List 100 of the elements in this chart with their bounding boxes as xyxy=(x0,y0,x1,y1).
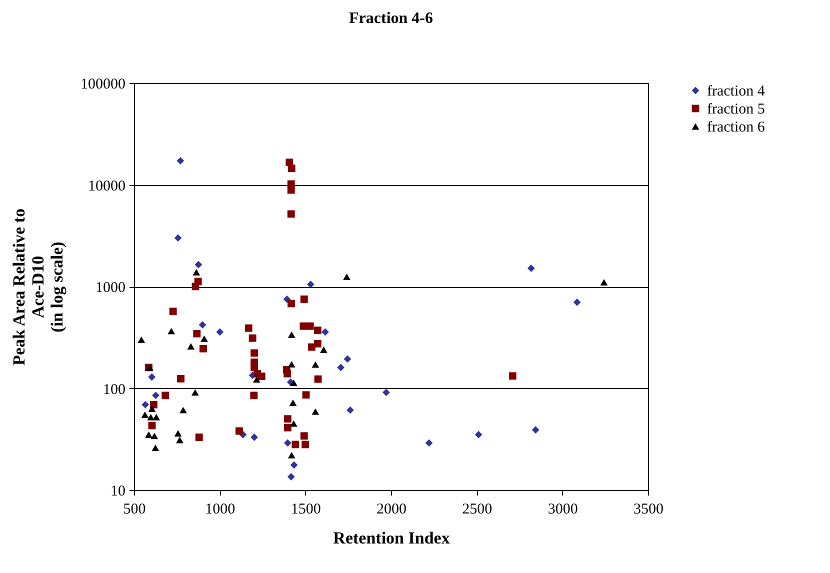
y-tick-label: 10000 xyxy=(88,178,126,194)
y-tick-label: 1000 xyxy=(96,280,126,296)
point xyxy=(216,328,224,336)
point xyxy=(177,375,184,382)
point xyxy=(244,324,252,332)
point xyxy=(302,391,310,399)
point xyxy=(302,440,310,448)
point xyxy=(187,343,195,350)
point xyxy=(300,432,308,440)
point xyxy=(176,157,184,164)
point xyxy=(152,414,160,420)
point xyxy=(288,300,295,308)
point xyxy=(314,340,322,348)
point xyxy=(314,326,322,334)
point xyxy=(290,461,298,469)
point xyxy=(290,380,298,386)
point xyxy=(320,346,328,353)
point xyxy=(300,296,308,303)
point xyxy=(148,405,156,412)
point xyxy=(150,400,158,408)
point xyxy=(147,414,154,420)
point xyxy=(382,388,390,396)
point xyxy=(306,280,314,288)
x-tick-label: 3500 xyxy=(634,502,664,518)
point xyxy=(194,260,202,268)
y-tick-label: 100 xyxy=(103,382,126,398)
point xyxy=(198,321,206,329)
point xyxy=(346,406,354,414)
point xyxy=(287,210,295,218)
point xyxy=(288,331,296,338)
point xyxy=(176,436,184,444)
point xyxy=(287,186,295,194)
point xyxy=(344,355,352,363)
point xyxy=(284,439,292,447)
legend-label: fraction 6 xyxy=(707,120,766,136)
point xyxy=(306,322,314,330)
point xyxy=(200,335,208,342)
legend-label: fraction 4 xyxy=(707,84,766,100)
point xyxy=(141,411,149,418)
point xyxy=(337,364,345,372)
point xyxy=(200,344,207,352)
point xyxy=(290,420,298,427)
point xyxy=(288,452,296,458)
point xyxy=(145,431,152,438)
point xyxy=(250,349,258,357)
point xyxy=(252,376,260,383)
point xyxy=(191,389,199,396)
point xyxy=(152,444,160,451)
x-tick-label: 1000 xyxy=(205,502,236,518)
point xyxy=(152,392,160,400)
point xyxy=(322,328,329,336)
point xyxy=(288,164,296,172)
point xyxy=(248,334,256,342)
point xyxy=(288,361,296,368)
point xyxy=(148,422,156,430)
x-tick-label: 1500 xyxy=(290,502,321,518)
chart-title: Fraction 4-6 xyxy=(349,10,433,27)
point xyxy=(142,400,150,408)
point xyxy=(312,361,320,368)
point xyxy=(474,430,482,438)
point xyxy=(235,427,243,435)
point xyxy=(573,298,581,306)
x-tick-label: 500 xyxy=(123,502,146,518)
point xyxy=(532,426,540,434)
point xyxy=(169,308,177,316)
point xyxy=(162,392,170,400)
point xyxy=(193,330,201,338)
y-axis-title: Peak Area Relative to Ace-D10 (in log scale) xyxy=(10,208,66,366)
point xyxy=(195,434,203,441)
point xyxy=(284,370,292,378)
point xyxy=(150,432,158,440)
point xyxy=(292,440,300,448)
point xyxy=(284,424,292,432)
point xyxy=(343,274,351,280)
point xyxy=(138,336,146,343)
point xyxy=(192,269,200,276)
point xyxy=(179,406,187,414)
y-tick-label: 100000 xyxy=(80,76,126,92)
y-tick-label: 10 xyxy=(110,484,126,500)
point xyxy=(284,415,292,423)
point xyxy=(289,400,297,406)
point xyxy=(425,439,433,447)
point xyxy=(287,473,295,480)
point xyxy=(250,434,258,441)
point xyxy=(148,373,156,381)
point xyxy=(300,322,308,330)
x-tick-label: 2500 xyxy=(462,502,492,518)
point xyxy=(174,234,182,242)
point xyxy=(314,375,322,383)
x-axis-title: Retention Index xyxy=(333,528,450,548)
point xyxy=(527,264,535,272)
x-tick-label: 3000 xyxy=(548,502,578,518)
point xyxy=(168,328,176,334)
point xyxy=(312,408,320,415)
point xyxy=(258,372,266,380)
x-tick-label: 2000 xyxy=(376,502,406,518)
point xyxy=(600,279,608,286)
point xyxy=(508,372,516,380)
legend-label: fraction 5 xyxy=(707,102,765,118)
point xyxy=(250,392,258,400)
